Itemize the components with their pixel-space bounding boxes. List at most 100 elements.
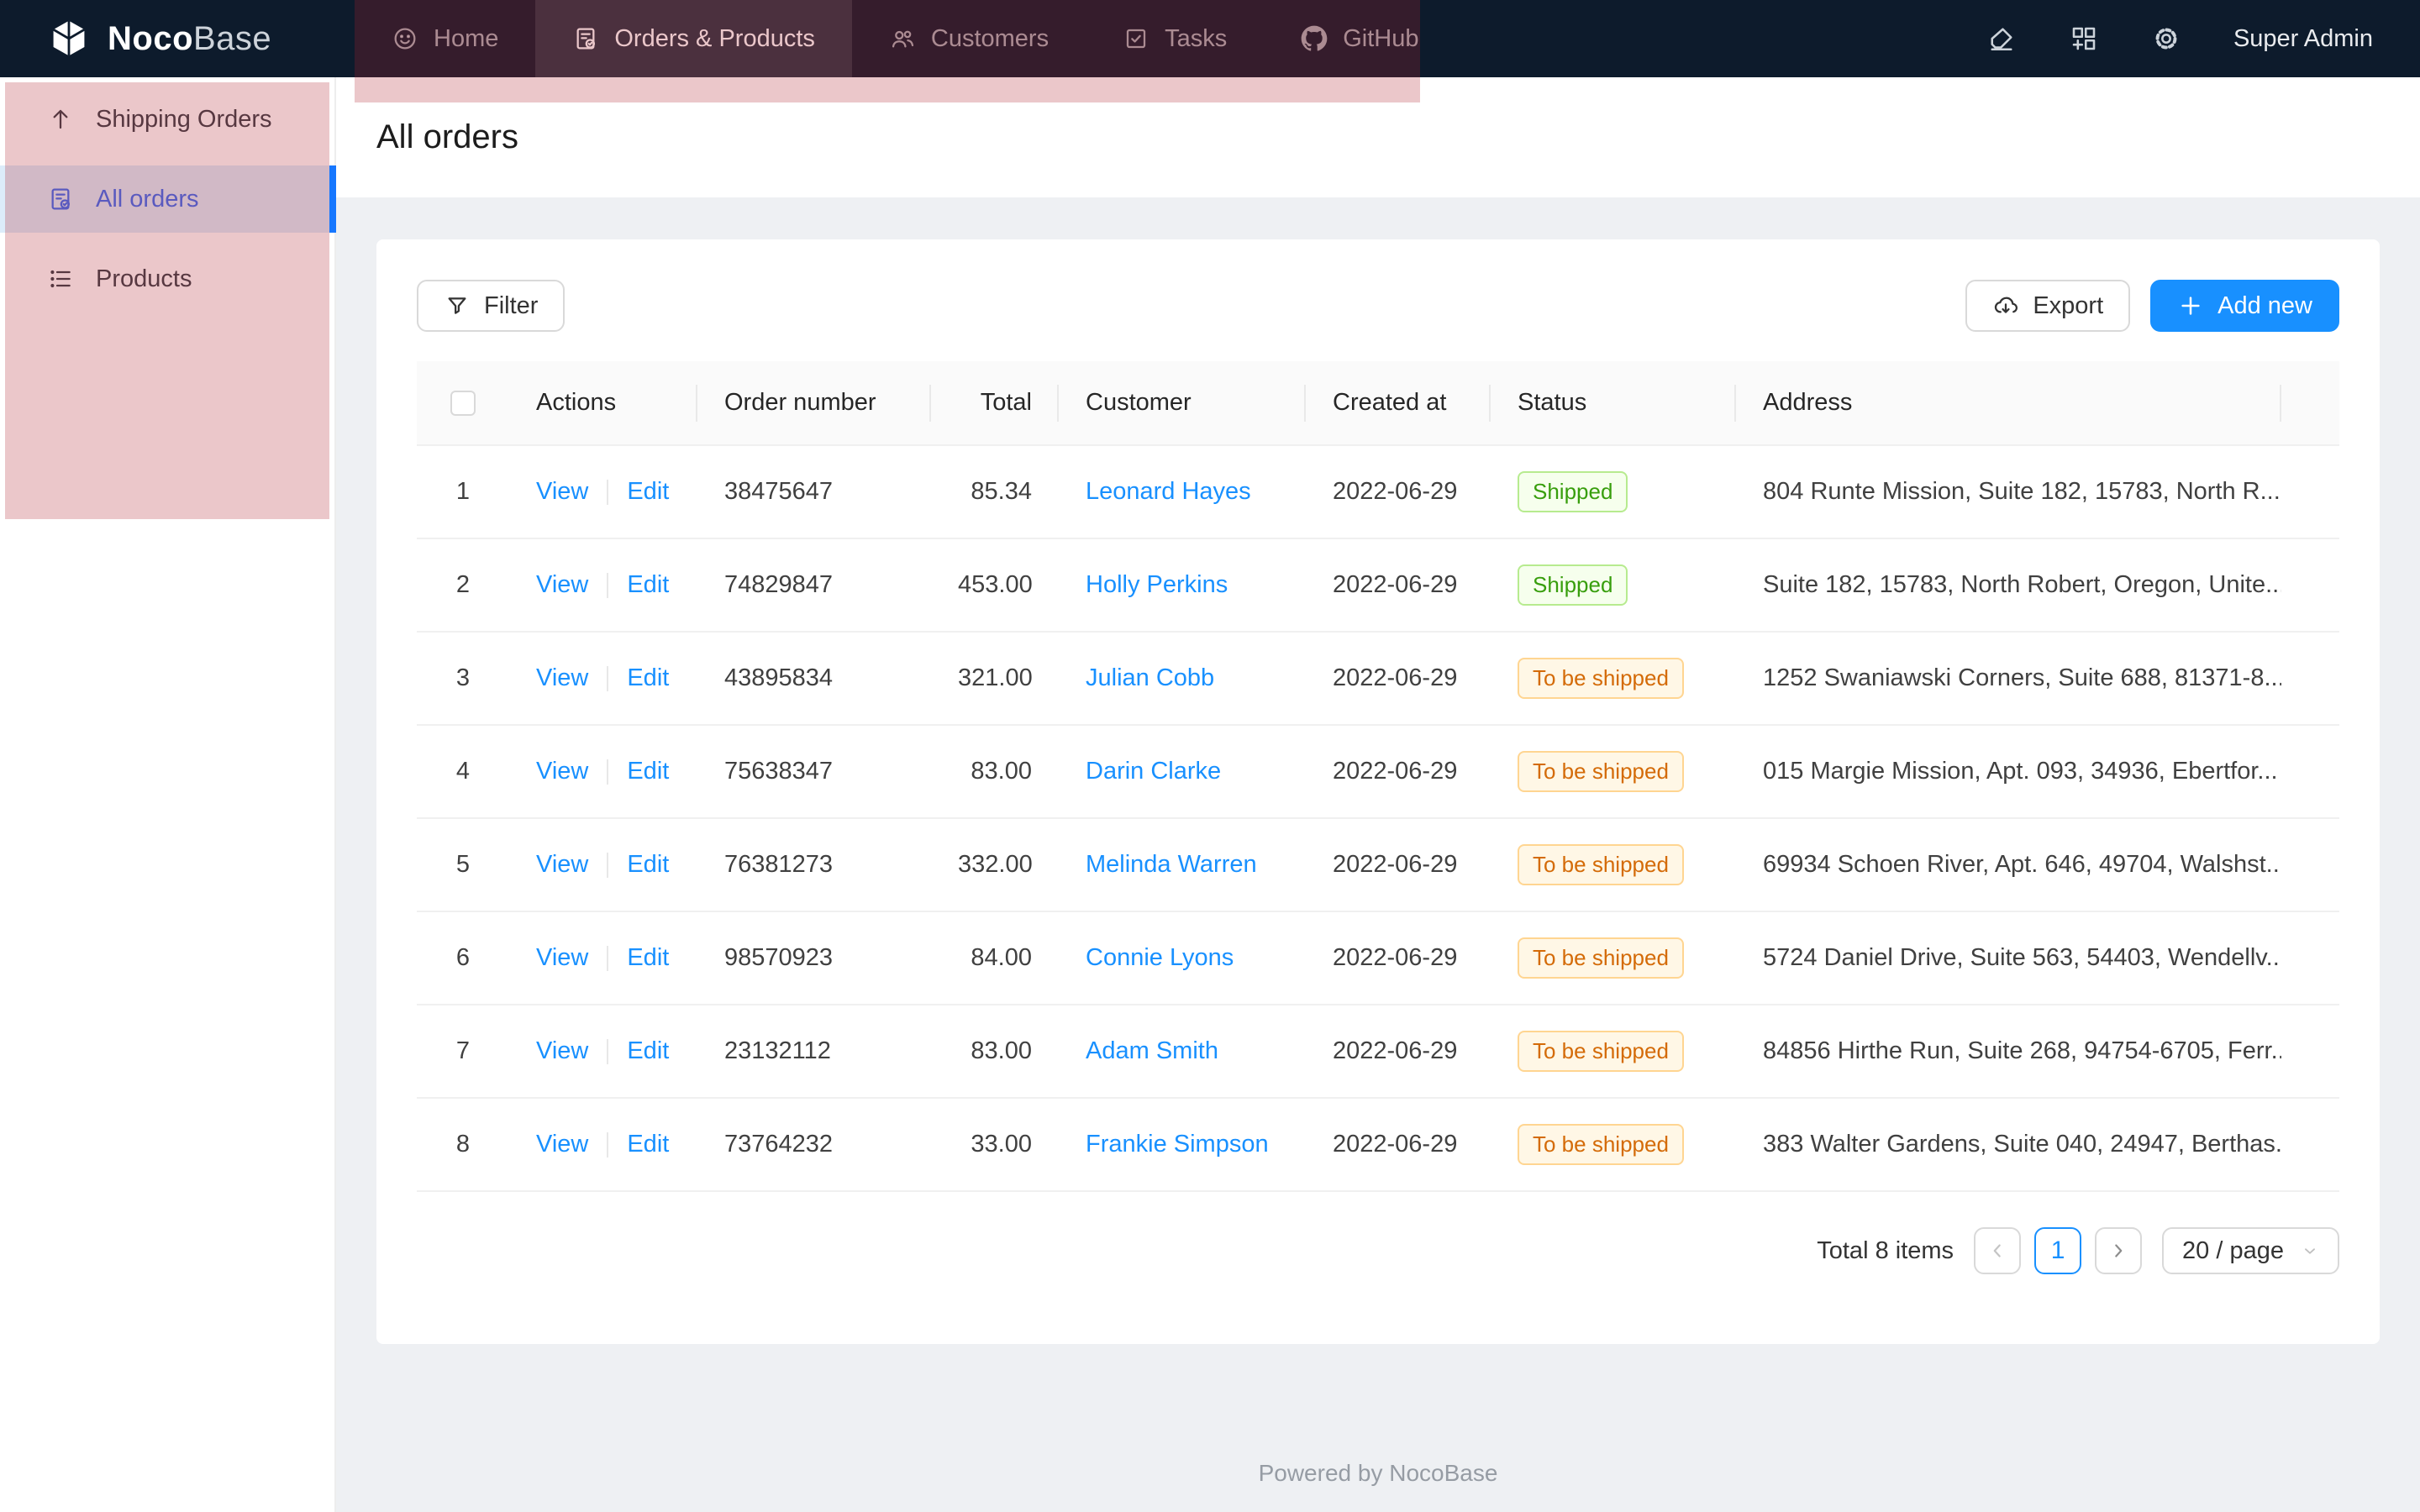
view-link[interactable]: View [536, 944, 589, 971]
table-toolbar: Filter Export Add new [417, 280, 2339, 332]
view-link[interactable]: View [536, 1131, 589, 1158]
filter-button-label: Filter [484, 291, 539, 319]
address-cell: Suite 182, 15783, North Robert, Oregon, … [1736, 538, 2281, 633]
edit-link[interactable]: Edit [627, 478, 670, 505]
created-at-cell: 2022-06-29 [1306, 725, 1491, 819]
customer-link[interactable]: Connie Lyons [1086, 944, 1234, 971]
column-header-actions: Actions [509, 361, 697, 446]
menu-item-github[interactable]: GitHub [1264, 0, 1455, 77]
edit-link[interactable]: Edit [627, 571, 670, 598]
address-cell: 015 Margie Mission, Apt. 093, 34936, Ebe… [1736, 725, 2281, 819]
page-size-select[interactable]: 20 / page [2162, 1227, 2339, 1274]
user-menu[interactable]: Super Admin [2233, 24, 2373, 52]
pagination: Total 8 items 1 20 / page [417, 1227, 2339, 1274]
file-check-icon [47, 186, 74, 213]
filter-button[interactable]: Filter [417, 280, 566, 332]
customer-cell: Frankie Simpson [1059, 1098, 1306, 1192]
status-cell: To be shipped [1491, 818, 1736, 912]
page-header: All orders [336, 77, 2420, 197]
arrow-up-icon [47, 106, 74, 133]
status-badge: Shipped [1518, 470, 1628, 513]
menu-item-label: Home [434, 24, 499, 52]
customer-link[interactable]: Leonard Hayes [1086, 478, 1251, 505]
sidebar-item-all-orders[interactable]: All orders [0, 165, 336, 233]
menu-item-label: Customers [930, 24, 1050, 52]
view-link[interactable]: View [536, 1037, 589, 1064]
highlighter-icon[interactable] [1986, 24, 2017, 54]
edit-link[interactable]: Edit [627, 1131, 670, 1158]
row-actions: View Edit [509, 1005, 697, 1099]
page-1-button[interactable]: 1 [2034, 1227, 2082, 1274]
select-all-checkbox[interactable] [450, 391, 476, 417]
brand[interactable]: NocoBase [0, 0, 355, 77]
settings-gear-icon[interactable] [2151, 24, 2181, 54]
status-cell: Shipped [1491, 445, 1736, 539]
edit-link[interactable]: Edit [627, 851, 670, 878]
table-row: 1 View Edit 38475647 85.34 Leonard Hayes 2022-… [417, 445, 2339, 539]
column-header-trailing [2281, 361, 2339, 446]
github-icon [1301, 25, 1328, 52]
column-header-status: Status [1491, 361, 1736, 446]
top-nav: NocoBase Home Orders & Products Customers T… [0, 0, 2420, 77]
view-link[interactable]: View [536, 478, 589, 505]
select-all-header-cell [417, 361, 509, 446]
customer-link[interactable]: Julian Cobb [1086, 664, 1215, 691]
sidebar-item-products[interactable]: Products [0, 245, 334, 312]
trailing-cell [2281, 725, 2339, 819]
status-badge: To be shipped [1518, 1030, 1684, 1073]
prev-page-button[interactable] [1974, 1227, 2022, 1274]
customer-link[interactable]: Holly Perkins [1086, 571, 1228, 598]
add-new-button-label: Add new [2217, 291, 2312, 319]
menu-item-label: Tasks [1165, 24, 1228, 52]
edit-link[interactable]: Edit [627, 664, 670, 691]
row-actions: View Edit [509, 538, 697, 633]
brand-bold: Noco [108, 19, 193, 57]
total-cell: 85.34 [931, 445, 1059, 539]
view-link[interactable]: View [536, 758, 589, 785]
team-icon [889, 25, 916, 52]
status-cell: Shipped [1491, 538, 1736, 633]
sidebar-item-shipping-orders[interactable]: Shipping Orders [0, 86, 334, 153]
add-new-button[interactable]: Add new [2150, 280, 2339, 332]
nocobase-logo-icon [52, 20, 86, 56]
edit-link[interactable]: Edit [627, 944, 670, 971]
brand-light: Base [193, 19, 272, 57]
view-link[interactable]: View [536, 571, 589, 598]
order-number-cell: 43895834 [697, 632, 931, 726]
actions-divider [607, 1132, 609, 1158]
view-link[interactable]: View [536, 851, 589, 878]
edit-link[interactable]: Edit [627, 758, 670, 785]
actions-divider [607, 946, 609, 972]
customer-link[interactable]: Adam Smith [1086, 1037, 1218, 1064]
menu-item-orders-products[interactable]: Orders & Products [535, 0, 852, 77]
menu-item-tasks[interactable]: Tasks [1086, 0, 1264, 77]
nav-right: Super Admin [1986, 0, 2420, 77]
view-link[interactable]: View [536, 664, 589, 691]
menu-item-home[interactable]: Home [355, 0, 535, 77]
plus-icon [2181, 297, 2200, 315]
order-number-cell: 73764232 [697, 1098, 931, 1192]
total-cell: 321.00 [931, 632, 1059, 726]
blocks-add-icon[interactable] [2069, 24, 2099, 54]
customer-link[interactable]: Darin Clarke [1086, 758, 1222, 785]
created-at-cell: 2022-06-29 [1306, 538, 1491, 633]
order-number-cell: 98570923 [697, 911, 931, 1005]
status-cell: To be shipped [1491, 725, 1736, 819]
row-index: 1 [417, 445, 509, 539]
sidebar-item-label: All orders [96, 185, 199, 213]
row-actions: View Edit [509, 725, 697, 819]
menu-item-customers[interactable]: Customers [852, 0, 1086, 77]
row-index: 4 [417, 725, 509, 819]
total-cell: 83.00 [931, 1005, 1059, 1099]
address-cell: 1252 Swaniawski Corners, Suite 688, 8137… [1736, 632, 2281, 726]
edit-link[interactable]: Edit [627, 1037, 670, 1064]
customer-link[interactable]: Melinda Warren [1086, 851, 1257, 878]
row-actions: View Edit [509, 445, 697, 539]
customer-link[interactable]: Frankie Simpson [1086, 1131, 1269, 1158]
order-number-cell: 75638347 [697, 725, 931, 819]
status-badge: To be shipped [1518, 1123, 1684, 1166]
row-actions: View Edit [509, 911, 697, 1005]
next-page-button[interactable] [2095, 1227, 2143, 1274]
total-cell: 332.00 [931, 818, 1059, 912]
export-button[interactable]: Export [1965, 280, 2131, 332]
